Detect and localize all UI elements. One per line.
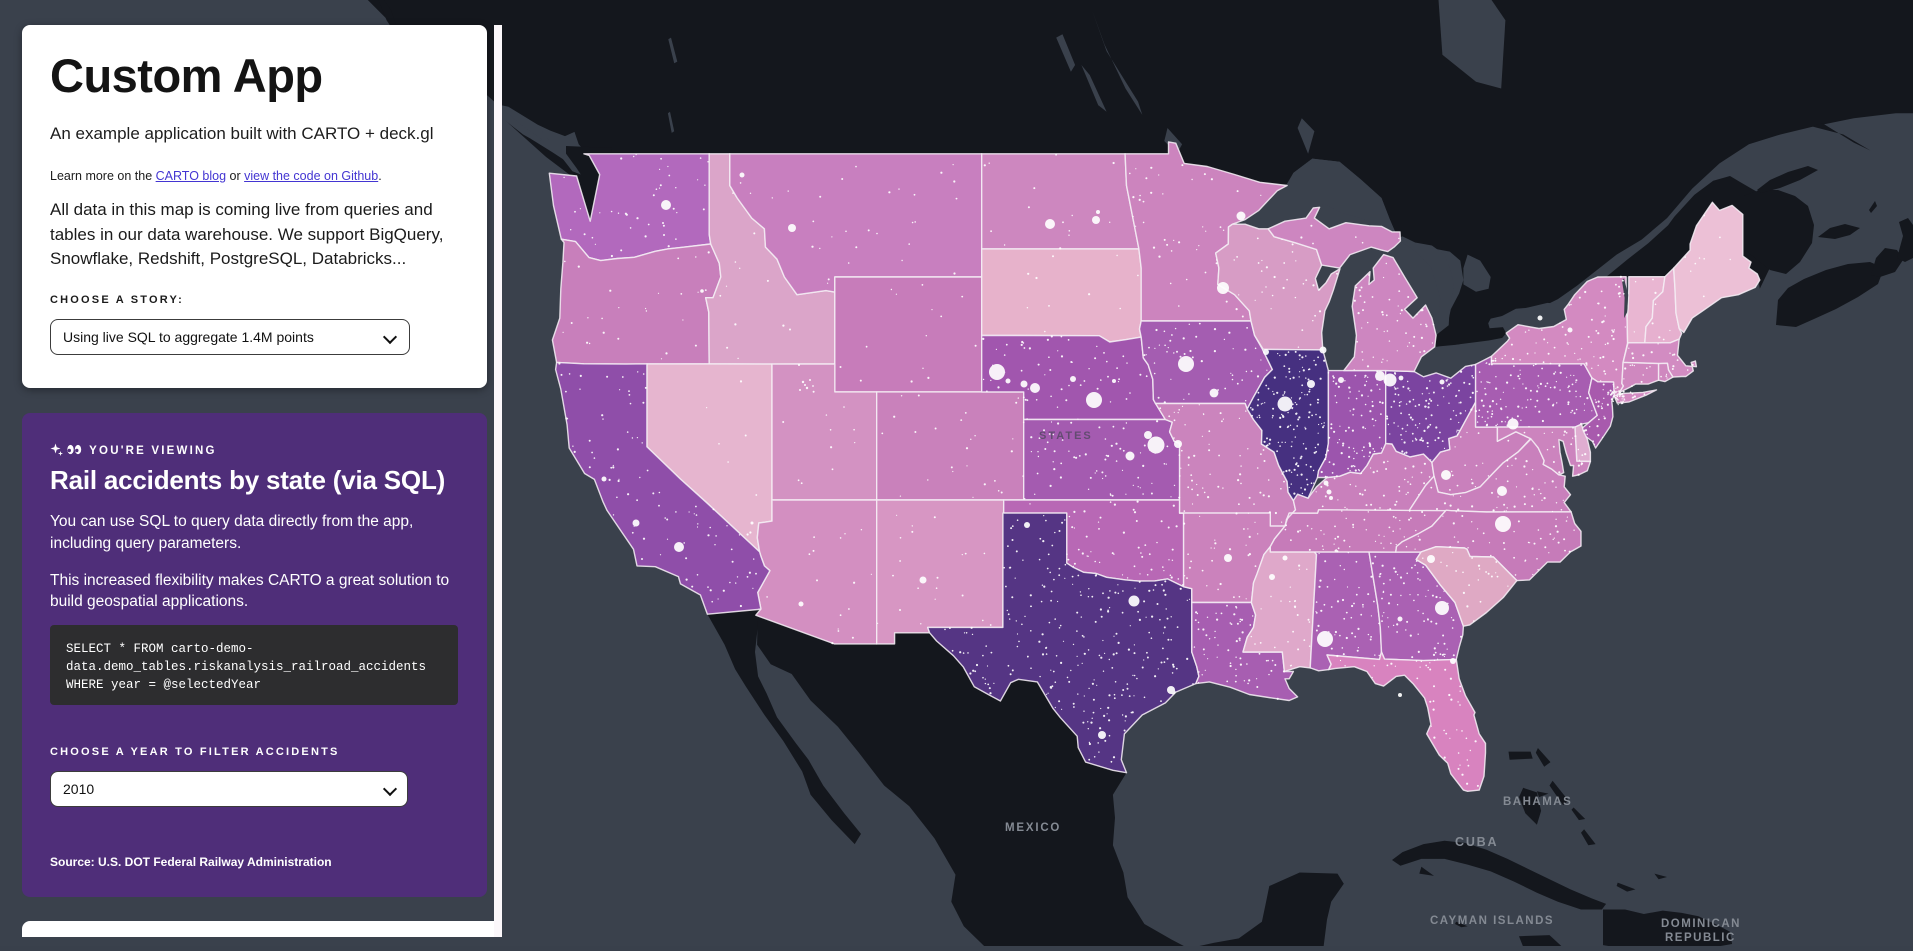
svg-text:CUBA: CUBA	[1455, 835, 1498, 849]
svg-text:STATES: STATES	[1039, 430, 1093, 442]
svg-text:BAHAMAS: BAHAMAS	[1503, 796, 1572, 808]
svg-text:CAYMAN ISLANDS: CAYMAN ISLANDS	[1430, 915, 1554, 927]
svg-text:REPUBLIC: REPUBLIC	[1665, 932, 1736, 944]
svg-text:MEXICO: MEXICO	[1005, 822, 1061, 834]
svg-text:DOMINICAN: DOMINICAN	[1661, 918, 1741, 930]
